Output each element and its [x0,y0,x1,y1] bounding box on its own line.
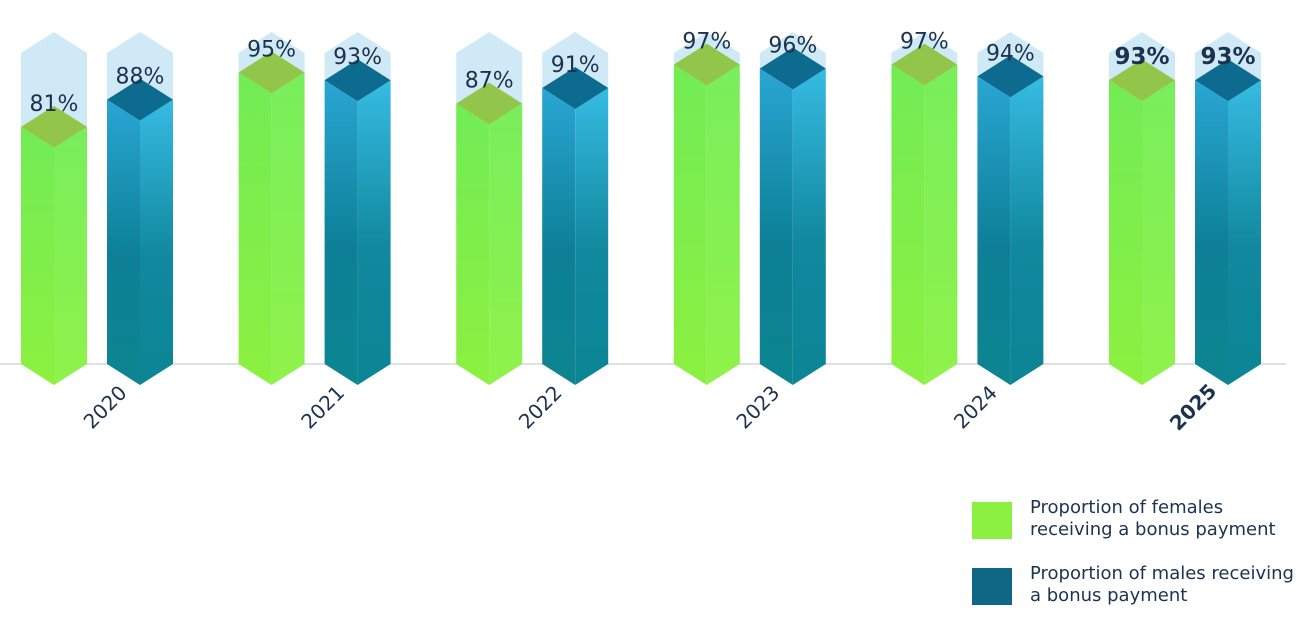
bar-face-right-male-2020 [140,99,173,386]
bar-male-2025 [1195,32,1261,385]
bar-face-right-female-2022 [489,103,523,385]
bar-face-right-male-2022 [575,88,609,385]
bar-male-2024 [977,32,1044,385]
data-label-male-2022: 91% [551,53,600,78]
bar-top-male-2021 [324,59,391,102]
bar-top-female-2022 [456,82,523,125]
bar-face-right-male-2024 [1010,76,1044,385]
bar-face-left-male-2021 [324,80,358,385]
bar-face-left-female-2025 [1109,80,1142,385]
legend-item-male: Proportion of males receiving a bonus pa… [972,563,1310,613]
x-tick-2020: 2020 [79,381,132,434]
bar-male-2021 [324,32,391,385]
bar-face-left-female-2024 [891,64,925,386]
legend-swatch-male [972,568,1012,605]
x-tick-2023: 2023 [731,381,784,434]
bar-male-2020 [107,32,173,386]
bar-female-2024 [891,32,958,386]
data-label-male-2025: 93% [1200,44,1255,70]
bar-face-left-male-2022 [542,88,576,385]
data-label-male-2023: 96% [768,34,817,59]
bar-face-right-male-2023 [792,68,826,385]
bar-face-left-female-2022 [456,103,490,385]
bar-face-left-female-2023 [673,64,707,386]
legend-swatch-female [972,502,1012,539]
bar-top-male-2024 [977,55,1044,98]
bar-face-right-male-2025 [1228,80,1261,385]
bar-top-female-2023 [673,43,740,86]
data-label-female-2025: 93% [1114,44,1169,70]
data-label-male-2024: 94% [986,41,1035,66]
bar-face-right-female-2024 [924,64,958,386]
bar-background-female-2020 [21,32,87,127]
data-label-female-2020: 81% [30,92,79,117]
legend-label-male: Proportion of males receiving a bonus pa… [1030,563,1294,606]
data-label-male-2021: 93% [333,45,382,70]
data-label-female-2021: 95% [247,37,296,62]
bar-male-2022 [542,32,609,385]
bar-background-male-2021 [324,32,391,81]
bar-background-female-2025 [1109,32,1175,81]
legend-item-female: Proportion of females receiving a bonus … [972,497,1310,547]
bar-background-male-2024 [977,32,1044,77]
bar-top-female-2020 [21,105,87,148]
bar-female-2025 [1109,32,1175,385]
bar-top-male-2023 [759,47,826,90]
bar-top-female-2025 [1109,59,1175,102]
bar-face-left-female-2020 [21,126,54,385]
bar-top-female-2024 [891,43,958,86]
bar-face-left-male-2020 [107,99,140,386]
bar-face-left-male-2025 [1195,80,1228,385]
bar-top-male-2025 [1195,59,1261,102]
data-label-male-2020: 88% [116,65,165,90]
bar-background-male-2020 [107,32,173,100]
bar-face-left-female-2021 [238,72,272,385]
bar-male-2023 [759,32,826,385]
bar-background-female-2022 [456,32,523,104]
bar-face-right-female-2020 [54,126,87,385]
bar-top-female-2021 [238,51,305,94]
bar-face-right-female-2023 [706,64,740,386]
bar-female-2023 [673,32,740,386]
legend: Proportion of females receiving a bonus … [972,497,1310,629]
bar-chart: 81% 88% 95% 93% 87% 91% 97% 96% 97% 94% 93% 93% 202… [0,30,1286,435]
bar-face-right-male-2021 [357,80,391,385]
bar-face-left-male-2023 [759,68,793,385]
bar-face-right-female-2021 [271,72,305,385]
bar-face-right-female-2025 [1142,80,1175,385]
bar-top-male-2022 [542,67,609,110]
x-tick-2024: 2024 [949,381,1002,434]
data-label-female-2022: 87% [465,69,514,94]
x-tick-2022: 2022 [514,381,567,434]
bar-background-male-2022 [542,32,609,89]
bar-background-male-2025 [1195,32,1261,81]
bar-top-male-2020 [107,78,173,121]
x-tick-2025: 2025 [1165,379,1221,435]
bar-female-2022 [456,32,523,385]
x-tick-2021: 2021 [296,381,349,434]
legend-label-female: Proportion of females receiving a bonus … [1030,497,1276,540]
bar-female-2021 [238,32,305,385]
bar-face-left-male-2024 [977,76,1011,385]
data-label-female-2023: 97% [682,30,731,55]
data-label-female-2024: 97% [900,30,949,55]
bar-female-2020 [21,32,87,385]
